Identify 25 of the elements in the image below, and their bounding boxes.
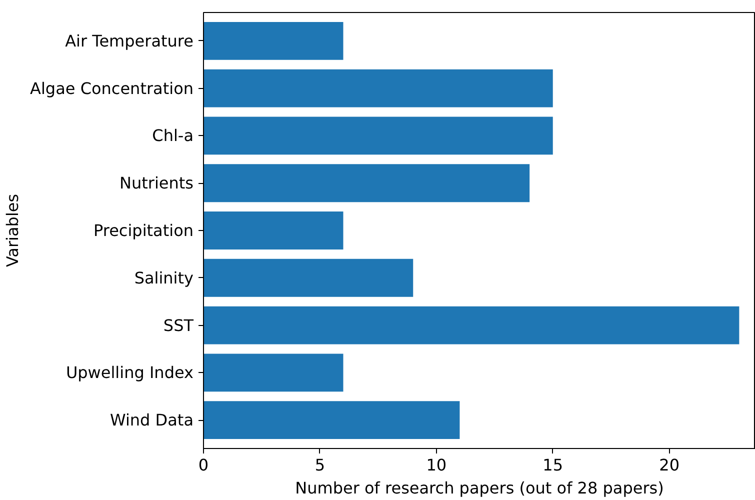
y-tick-label: Upwelling Index <box>66 363 194 382</box>
y-tick-label: Chl-a <box>152 126 194 146</box>
bar <box>204 401 460 440</box>
y-tick-label: Precipitation <box>93 221 194 240</box>
x-tick-label: 10 <box>426 456 447 474</box>
y-axis-title: Variables <box>3 194 22 268</box>
bar <box>204 69 553 108</box>
bar <box>204 164 530 202</box>
y-tick-label: Wind Data <box>110 410 194 430</box>
y-tick-label: SST <box>163 316 194 335</box>
bar <box>204 354 344 392</box>
x-axis-title: Number of research papers (out of 28 papers) <box>295 478 664 498</box>
x-tick-label: 0 <box>198 456 209 474</box>
x-tick-label: 20 <box>659 456 680 474</box>
y-tick-label: Algae Concentration <box>30 78 194 98</box>
bar <box>204 22 344 60</box>
y-tick-label: Salinity <box>134 268 194 288</box>
bar <box>204 116 553 155</box>
x-tick-label: 5 <box>314 456 326 474</box>
bar <box>204 258 414 297</box>
y-tick-label: Air Temperature <box>65 31 194 50</box>
y-tick-label: Nutrients <box>120 174 194 193</box>
bar <box>204 306 740 344</box>
x-tick-label: 15 <box>542 456 564 474</box>
bar <box>204 212 344 250</box>
